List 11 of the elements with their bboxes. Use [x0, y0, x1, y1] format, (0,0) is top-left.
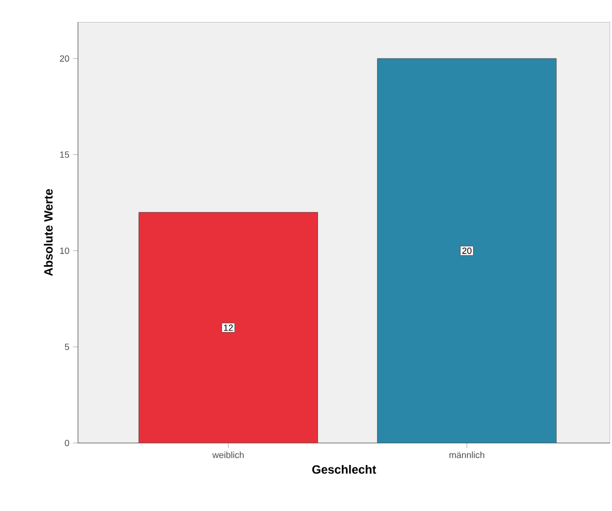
y-tick-label: 0	[64, 440, 70, 446]
y-axis-title: Absolute Werte	[44, 189, 53, 276]
y-tick-label: 15	[60, 152, 70, 158]
data-label: 20	[462, 248, 472, 254]
y-tick-label: 5	[64, 344, 70, 350]
x-tick-label: männlich	[450, 452, 484, 458]
data-label: 12	[224, 324, 233, 331]
x-axis-title: Geschlecht	[312, 464, 376, 474]
x-tick-label: weiblich	[212, 452, 244, 458]
y-tick-label: 10	[60, 248, 70, 254]
y-tick-label: 20	[60, 55, 70, 62]
